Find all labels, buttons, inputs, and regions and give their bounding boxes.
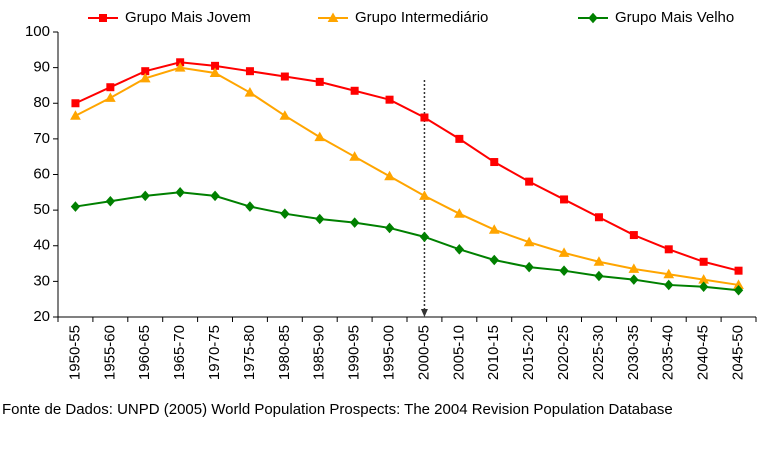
series-marker — [105, 195, 116, 207]
series-marker — [280, 208, 290, 219]
series-marker — [349, 151, 361, 161]
x-tick-label: 2035-40 — [660, 325, 677, 380]
series-marker — [698, 281, 709, 292]
y-tick-label: 30 — [33, 272, 50, 289]
series-marker — [280, 72, 289, 81]
series-marker — [384, 222, 395, 234]
series-marker — [454, 244, 465, 255]
legend-label: Grupo Intermediário — [355, 9, 488, 26]
series-marker — [70, 201, 81, 212]
series-marker — [385, 95, 394, 104]
series-marker — [734, 266, 743, 275]
y-tick-label: 50 — [33, 201, 50, 218]
series-marker — [245, 67, 254, 76]
series-marker — [629, 231, 638, 240]
x-tick-label: 1985-90 — [311, 325, 328, 380]
series-marker — [488, 224, 500, 234]
legend-label: Grupo Mais Velho — [615, 9, 734, 26]
series-marker — [594, 213, 603, 222]
x-tick-label: 1995-00 — [381, 325, 398, 380]
series-marker — [699, 257, 708, 266]
series-marker — [489, 254, 499, 266]
x-tick-label: 1990-95 — [346, 325, 363, 380]
series-marker — [420, 113, 429, 122]
legend-marker — [588, 12, 598, 24]
x-tick-label: 1975-80 — [241, 325, 258, 380]
series-line — [75, 61, 739, 272]
x-tick-label: 1960-65 — [136, 325, 153, 380]
source-caption: Fonte de Dados: UNPD (2005) World Popula… — [2, 401, 673, 418]
series-marker — [664, 245, 673, 254]
series-marker — [71, 99, 80, 108]
x-tick-label: 2005-10 — [450, 325, 467, 380]
series-marker — [106, 83, 115, 92]
series-marker — [104, 92, 116, 102]
y-tick-label: 100 — [25, 23, 50, 40]
series-marker — [524, 261, 534, 273]
series-marker — [664, 279, 674, 291]
series-marker — [314, 131, 326, 142]
x-tick-label: 1955-60 — [101, 325, 118, 380]
series-marker — [559, 265, 569, 276]
series-marker — [245, 201, 255, 212]
x-tick-label: 2045-50 — [730, 325, 747, 380]
x-tick-label: 2040-45 — [695, 325, 712, 380]
x-tick-label: 2025-30 — [590, 325, 607, 380]
y-tick-label: 80 — [33, 94, 50, 111]
series-marker — [209, 67, 221, 77]
x-tick-label: 1950-55 — [66, 325, 83, 380]
series-marker — [629, 274, 639, 285]
x-tick-label: 2000-05 — [415, 325, 432, 380]
y-tick-label: 70 — [33, 130, 50, 147]
reference-arrowhead — [420, 309, 428, 317]
series-marker — [525, 177, 534, 186]
series-marker — [455, 134, 464, 143]
series-marker — [560, 195, 569, 204]
series-marker — [419, 190, 430, 200]
series-marker — [139, 72, 151, 83]
series-marker — [419, 231, 430, 243]
series-marker — [594, 270, 604, 282]
y-tick-label: 20 — [33, 308, 50, 325]
series-marker — [490, 158, 499, 167]
legend-label: Grupo Mais Jovem — [125, 9, 251, 26]
y-tick-label: 90 — [33, 59, 50, 76]
series-marker — [453, 208, 465, 218]
series-marker — [350, 86, 359, 95]
series-marker — [315, 213, 325, 225]
series-marker — [593, 256, 605, 266]
series-marker — [210, 190, 220, 202]
x-tick-label: 1965-70 — [171, 325, 188, 380]
series-marker — [523, 236, 535, 247]
y-tick-label: 60 — [33, 165, 50, 182]
series-marker — [558, 247, 570, 257]
series-marker — [279, 110, 291, 120]
series-marker — [733, 285, 744, 296]
series-line — [74, 66, 739, 286]
x-tick-label: 1970-75 — [206, 325, 223, 380]
series-marker — [349, 217, 360, 228]
series-marker — [384, 170, 395, 181]
legend-marker — [327, 12, 339, 22]
x-tick-label: 2015-20 — [520, 325, 537, 380]
y-tick-label: 40 — [33, 237, 50, 254]
x-tick-label: 1980-85 — [276, 325, 293, 380]
series-marker — [315, 77, 324, 86]
x-tick-label: 2020-25 — [555, 325, 572, 380]
series-line — [75, 191, 739, 292]
series-marker — [70, 110, 81, 120]
x-tick-label: 2010-15 — [485, 325, 502, 380]
series-marker — [628, 263, 640, 273]
series-marker — [174, 62, 186, 72]
series-marker — [244, 87, 256, 97]
legend-marker — [99, 14, 107, 22]
x-tick-label: 2030-35 — [625, 325, 642, 380]
series-marker — [175, 187, 185, 198]
series-marker — [663, 268, 675, 279]
series-marker — [140, 190, 150, 202]
